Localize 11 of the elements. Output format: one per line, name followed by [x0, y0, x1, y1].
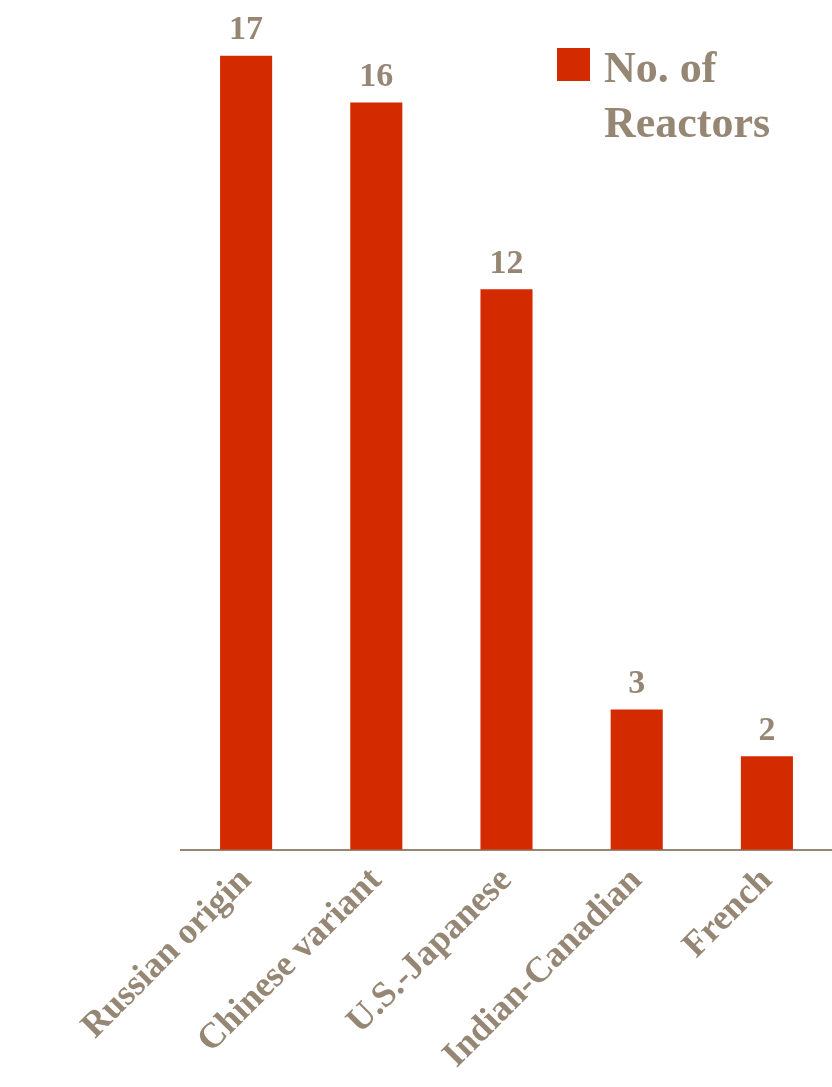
data-label: 17: [229, 9, 264, 47]
data-label: 3: [628, 663, 646, 701]
data-label: 16: [359, 56, 394, 94]
bar: [610, 709, 663, 850]
bar: [350, 102, 403, 850]
bar: [740, 756, 793, 850]
data-label: 12: [489, 243, 524, 281]
bar: [220, 55, 273, 850]
bar: [480, 289, 533, 850]
data-label: 2: [758, 710, 776, 748]
legend-label: No. of Reactors: [604, 42, 772, 149]
